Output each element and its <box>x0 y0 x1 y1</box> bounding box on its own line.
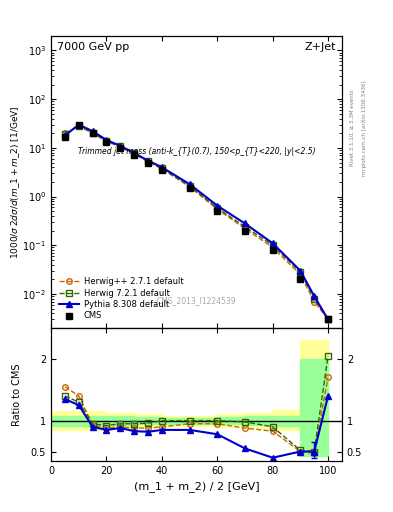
Line: Herwig 7.2.1 default: Herwig 7.2.1 default <box>62 123 331 322</box>
Pythia 8.308 default <box>326 316 331 323</box>
CMS <box>132 153 136 159</box>
Herwig 7.2.1 default <box>146 158 151 164</box>
Pythia 8.308 default <box>146 158 151 164</box>
Pythia 8.308 default <box>90 128 95 134</box>
Text: 7000 GeV pp: 7000 GeV pp <box>57 41 129 52</box>
Herwig 7.2.1 default <box>132 150 136 156</box>
CMS <box>242 227 247 233</box>
CMS <box>326 316 331 323</box>
CMS <box>160 167 164 173</box>
CMS <box>62 134 67 140</box>
Herwig 7.2.1 default <box>242 224 247 230</box>
Herwig++ 2.7.1 default <box>118 144 123 150</box>
Pythia 8.308 default <box>312 293 317 300</box>
Y-axis label: Ratio to CMS: Ratio to CMS <box>12 363 22 425</box>
Pythia 8.308 default <box>132 150 136 156</box>
CMS <box>90 130 95 136</box>
Herwig++ 2.7.1 default <box>132 151 136 157</box>
Herwig 7.2.1 default <box>62 131 67 137</box>
Herwig++ 2.7.1 default <box>146 159 151 165</box>
Herwig++ 2.7.1 default <box>270 244 275 250</box>
Text: CMS_2013_I1224539: CMS_2013_I1224539 <box>157 295 236 305</box>
Herwig 7.2.1 default <box>215 205 220 211</box>
Herwig 7.2.1 default <box>298 269 303 275</box>
Line: Pythia 8.308 default: Pythia 8.308 default <box>62 122 331 322</box>
CMS <box>298 276 303 283</box>
Herwig 7.2.1 default <box>270 242 275 248</box>
Pythia 8.308 default <box>118 143 123 149</box>
Text: Z+Jet: Z+Jet <box>305 41 336 52</box>
Herwig 7.2.1 default <box>187 183 192 189</box>
Herwig 7.2.1 default <box>90 130 95 136</box>
Herwig++ 2.7.1 default <box>312 298 317 305</box>
Line: Herwig++ 2.7.1 default: Herwig++ 2.7.1 default <box>62 123 331 322</box>
CMS <box>118 145 123 151</box>
Herwig++ 2.7.1 default <box>242 225 247 231</box>
Pythia 8.308 default <box>76 121 81 127</box>
CMS <box>76 121 81 127</box>
CMS <box>187 185 192 191</box>
Pythia 8.308 default <box>270 240 275 246</box>
Herwig++ 2.7.1 default <box>104 138 109 144</box>
Herwig++ 2.7.1 default <box>90 130 95 136</box>
Herwig++ 2.7.1 default <box>298 271 303 278</box>
Herwig++ 2.7.1 default <box>76 123 81 129</box>
Y-axis label: $1000/\sigma\,2d\sigma/d(m\_1 + m\_2)$ [1/GeV]: $1000/\sigma\,2d\sigma/d(m\_1 + m\_2)$ [… <box>9 105 22 259</box>
X-axis label: (m_1 + m_2) / 2 [GeV]: (m_1 + m_2) / 2 [GeV] <box>134 481 259 492</box>
CMS <box>104 139 109 145</box>
Legend: Herwig++ 2.7.1 default, Herwig 7.2.1 default, Pythia 8.308 default, CMS: Herwig++ 2.7.1 default, Herwig 7.2.1 def… <box>55 274 187 324</box>
Pythia 8.308 default <box>215 203 220 209</box>
Herwig 7.2.1 default <box>104 138 109 144</box>
Herwig 7.2.1 default <box>312 295 317 302</box>
Herwig 7.2.1 default <box>160 165 164 172</box>
Text: mcplots.cern.ch [arXiv:1306.3436]: mcplots.cern.ch [arXiv:1306.3436] <box>362 80 367 176</box>
Line: CMS: CMS <box>61 121 332 323</box>
CMS <box>146 159 151 165</box>
Herwig++ 2.7.1 default <box>215 206 220 212</box>
Herwig 7.2.1 default <box>76 123 81 129</box>
CMS <box>270 247 275 253</box>
Pythia 8.308 default <box>62 133 67 139</box>
Herwig 7.2.1 default <box>326 316 331 323</box>
Pythia 8.308 default <box>187 181 192 187</box>
Pythia 8.308 default <box>160 164 164 170</box>
Text: Trimmed jet mass (anti-k_{T}(0.7), 150<p_{T}<220, |y|<2.5): Trimmed jet mass (anti-k_{T}(0.7), 150<p… <box>78 147 315 156</box>
CMS <box>215 208 220 215</box>
Pythia 8.308 default <box>298 268 303 274</box>
Herwig++ 2.7.1 default <box>187 184 192 190</box>
Pythia 8.308 default <box>104 137 109 143</box>
Pythia 8.308 default <box>242 221 247 227</box>
Herwig++ 2.7.1 default <box>326 316 331 323</box>
Herwig++ 2.7.1 default <box>62 130 67 136</box>
Text: Rivet 3.1.10, ≥ 3.3M events: Rivet 3.1.10, ≥ 3.3M events <box>350 90 355 166</box>
Herwig 7.2.1 default <box>118 143 123 150</box>
Herwig++ 2.7.1 default <box>160 166 164 172</box>
